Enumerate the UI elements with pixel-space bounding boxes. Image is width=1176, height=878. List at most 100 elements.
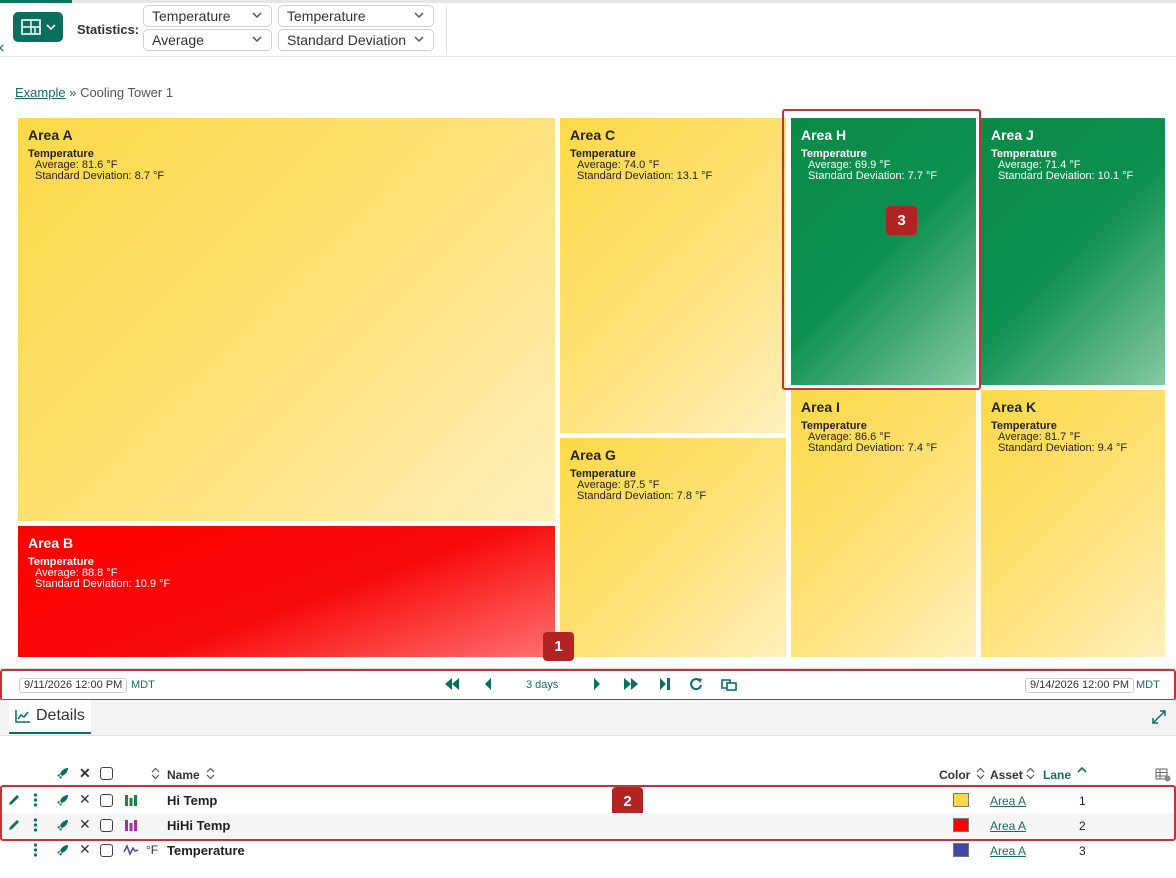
treemap-view-icon xyxy=(20,19,41,35)
tile-average: Average: 81.7 °F xyxy=(998,431,1081,443)
tile-signal: Temperature xyxy=(991,148,1057,160)
column-name[interactable]: Name xyxy=(167,768,200,782)
chevron-down-icon xyxy=(252,36,262,43)
condition-icon xyxy=(125,820,137,831)
treemap-tile-area-g[interactable]: Area G Temperature Average: 87.5 °F Stan… xyxy=(560,438,786,657)
remove-icon[interactable]: ✕ xyxy=(79,816,91,832)
tile-std-dev: Standard Deviation: 10.1 °F xyxy=(998,170,1134,182)
treemap-tile-area-b[interactable]: Area B Temperature Average: 88.8 °F Stan… xyxy=(18,526,555,657)
tile-average: Average: 81.6 °F xyxy=(35,159,118,171)
row-asset-link[interactable]: Area A xyxy=(990,794,1027,808)
row-lane: 1 xyxy=(1079,794,1086,808)
step-forward-full-icon[interactable] xyxy=(622,676,640,692)
statistic-type-select-1[interactable]: Average xyxy=(143,29,272,51)
statistics-label: Statistics: xyxy=(77,22,140,37)
sort-icon[interactable] xyxy=(1026,767,1035,780)
breadcrumb-current: Cooling Tower 1 xyxy=(80,85,174,100)
row-asset-link[interactable]: Area A xyxy=(990,819,1027,833)
end-date-field[interactable]: 9/14/2026 12:00 PM xyxy=(1025,678,1135,693)
tile-std-dev: Standard Deviation: 8.7 °F xyxy=(35,170,165,182)
color-swatch[interactable] xyxy=(953,818,969,832)
duration-display[interactable]: 3 days xyxy=(526,679,559,691)
active-tab-indicator xyxy=(0,0,72,3)
row-name: HiHi Temp xyxy=(167,818,231,833)
remove-icon[interactable]: ✕ xyxy=(79,841,91,857)
remove-all-icon[interactable]: ✕ xyxy=(79,765,91,781)
select-all-checkbox[interactable] xyxy=(100,767,113,780)
sort-ascending-icon[interactable] xyxy=(1077,766,1087,774)
treemap-tile-area-i[interactable]: Area I Temperature Average: 86.6 °F Stan… xyxy=(791,390,976,657)
column-settings-icon[interactable] xyxy=(1155,768,1171,782)
callout-badge-2: 2 xyxy=(612,787,643,816)
statistic-signal-select-1[interactable]: Temperature xyxy=(143,5,272,27)
more-options-icon[interactable] xyxy=(33,818,38,832)
start-timezone[interactable]: MDT xyxy=(131,679,155,691)
statistic-type-select-2[interactable]: Standard Deviation xyxy=(278,29,434,51)
jump-to-now-icon[interactable] xyxy=(658,676,672,692)
row-checkbox[interactable] xyxy=(100,794,113,807)
tile-title: Area A xyxy=(28,127,73,143)
sort-icon[interactable] xyxy=(206,767,215,780)
pencil-icon[interactable] xyxy=(7,793,21,807)
step-back-icon[interactable] xyxy=(482,676,494,692)
pencil-icon[interactable] xyxy=(7,818,21,832)
table-row[interactable]: ✕ °F Temperature Area A 3 xyxy=(0,838,1176,863)
breadcrumb-separator: » xyxy=(69,85,77,100)
sort-icon[interactable] xyxy=(976,767,985,780)
row-asset-link[interactable]: Area A xyxy=(990,844,1027,858)
row-lane: 2 xyxy=(1079,819,1086,833)
table-row[interactable]: ✕ HiHi Temp Area A 2 xyxy=(0,813,1176,838)
row-name: Hi Temp xyxy=(167,793,218,808)
more-options-icon[interactable] xyxy=(33,843,38,857)
treemap-tile-area-c[interactable]: Area C Temperature Average: 74.0 °F Stan… xyxy=(560,118,786,433)
more-options-icon[interactable] xyxy=(33,793,38,807)
step-back-full-icon[interactable] xyxy=(443,676,461,692)
chart-area-icon xyxy=(15,710,30,723)
highlight-box-rows xyxy=(0,785,1176,841)
collapse-panel-icon[interactable]: ‹ xyxy=(0,39,4,57)
start-date-field[interactable]: 9/11/2026 12:00 PM xyxy=(19,678,128,693)
rocket-icon[interactable] xyxy=(55,843,70,858)
row-checkbox[interactable] xyxy=(100,844,113,857)
column-asset[interactable]: Asset xyxy=(990,768,1023,782)
tile-title: Area I xyxy=(801,399,840,415)
time-range-icon[interactable] xyxy=(720,676,738,692)
color-swatch[interactable] xyxy=(953,793,969,807)
remove-icon[interactable]: ✕ xyxy=(79,791,91,807)
expand-icon[interactable] xyxy=(1150,708,1168,726)
tile-signal: Temperature xyxy=(570,148,636,160)
column-color[interactable]: Color xyxy=(939,768,971,782)
end-timezone[interactable]: MDT xyxy=(1136,679,1160,691)
tile-signal: Temperature xyxy=(801,420,867,432)
toolbar-divider xyxy=(446,6,447,54)
row-checkbox[interactable] xyxy=(100,819,113,832)
treemap-tile-area-k[interactable]: Area K Temperature Average: 81.7 °F Stan… xyxy=(981,390,1165,657)
rocket-icon[interactable] xyxy=(55,766,70,781)
refresh-icon[interactable] xyxy=(689,676,703,692)
sort-icon[interactable] xyxy=(151,767,160,780)
breadcrumb-root-link[interactable]: Example xyxy=(15,85,66,100)
tile-signal: Temperature xyxy=(28,148,94,160)
row-name: Temperature xyxy=(167,843,245,858)
color-swatch[interactable] xyxy=(953,843,969,857)
column-lane[interactable]: Lane xyxy=(1043,768,1072,782)
treemap-tile-area-a[interactable]: Area A Temperature Average: 81.6 °F Stan… xyxy=(18,118,555,521)
rocket-icon[interactable] xyxy=(55,793,70,808)
rocket-icon[interactable] xyxy=(55,818,70,833)
tile-title: Area K xyxy=(991,399,1037,415)
tile-average: Average: 74.0 °F xyxy=(577,159,660,171)
tile-std-dev: Standard Deviation: 10.9 °F xyxy=(35,578,171,590)
statistic-signal-select-2[interactable]: Temperature xyxy=(278,5,434,27)
tab-details[interactable]: Details xyxy=(9,700,91,734)
tile-title: Area H xyxy=(801,127,847,143)
tile-std-dev: Standard Deviation: 13.1 °F xyxy=(577,170,713,182)
view-selector-button[interactable] xyxy=(13,12,63,42)
chevron-down-icon xyxy=(414,12,424,19)
treemap-tile-area-h[interactable]: Area H Temperature Average: 69.9 °F Stan… xyxy=(791,118,976,385)
row-lane: 3 xyxy=(1079,844,1086,858)
step-forward-icon[interactable] xyxy=(591,676,603,692)
tile-std-dev: Standard Deviation: 7.8 °F xyxy=(577,490,707,502)
treemap-tile-area-j[interactable]: Area J Temperature Average: 71.4 °F Stan… xyxy=(981,118,1165,385)
tile-signal: Temperature xyxy=(801,148,867,160)
table-row[interactable]: ✕ Hi Temp Area A 1 xyxy=(0,788,1176,813)
